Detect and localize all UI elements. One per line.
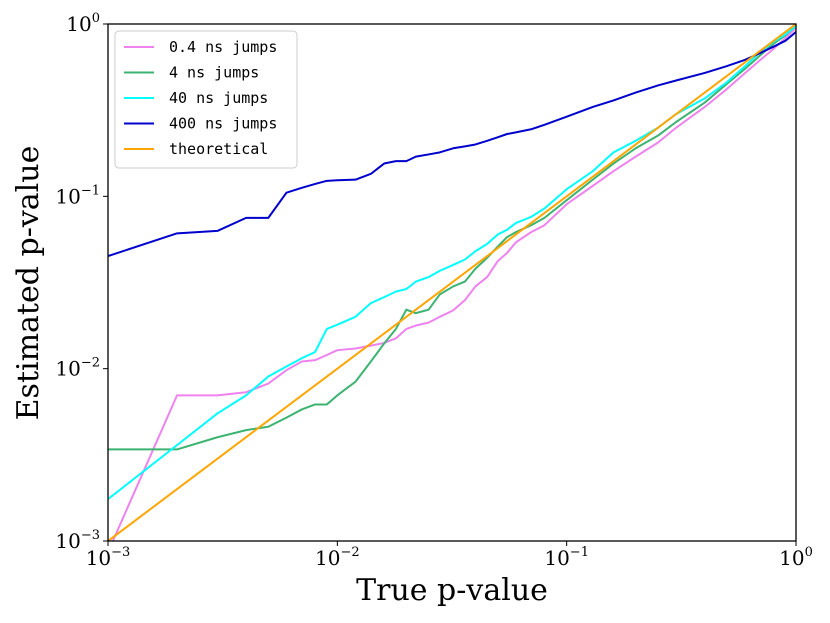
x-tick-label: 10−2	[315, 545, 360, 570]
y-tick-label: 10−1	[55, 183, 100, 208]
series-line-4	[108, 24, 796, 541]
y-axis-ticks: 10−3 10−2 10−1 100	[55, 11, 108, 553]
series-line-0	[111, 27, 796, 541]
legend-box	[114, 30, 298, 169]
legend-label-2: 40 ns jumps	[169, 89, 268, 107]
series-line-1	[108, 24, 796, 451]
x-tick-label: 10−3	[86, 545, 131, 570]
legend-label-4: theoretical	[169, 140, 268, 158]
plot-frame	[107, 23, 797, 542]
x-tick-label: 100	[779, 545, 813, 570]
legend-label-3: 400 ns jumps	[169, 115, 277, 133]
legend: 0.4 ns jumps 4 ns jumps 40 ns jumps 400 ns …	[114, 30, 298, 169]
y-tick-label: 10−3	[55, 528, 100, 553]
y-axis-label: Estimated p-value	[11, 146, 46, 421]
legend-label-1: 4 ns jumps	[169, 64, 259, 82]
series-line-3	[108, 31, 796, 258]
y-tick-label: 10−2	[55, 356, 100, 381]
series-lines	[108, 24, 796, 541]
x-tick-label: 10−1	[544, 545, 589, 570]
legend-label-0: 0.4 ns jumps	[169, 38, 277, 56]
x-axis-label: True p-value	[356, 573, 548, 608]
series-line-2	[108, 25, 796, 500]
x-axis-ticks: 10−3 10−2 10−1 100	[86, 541, 813, 570]
y-tick-label: 100	[66, 11, 100, 36]
